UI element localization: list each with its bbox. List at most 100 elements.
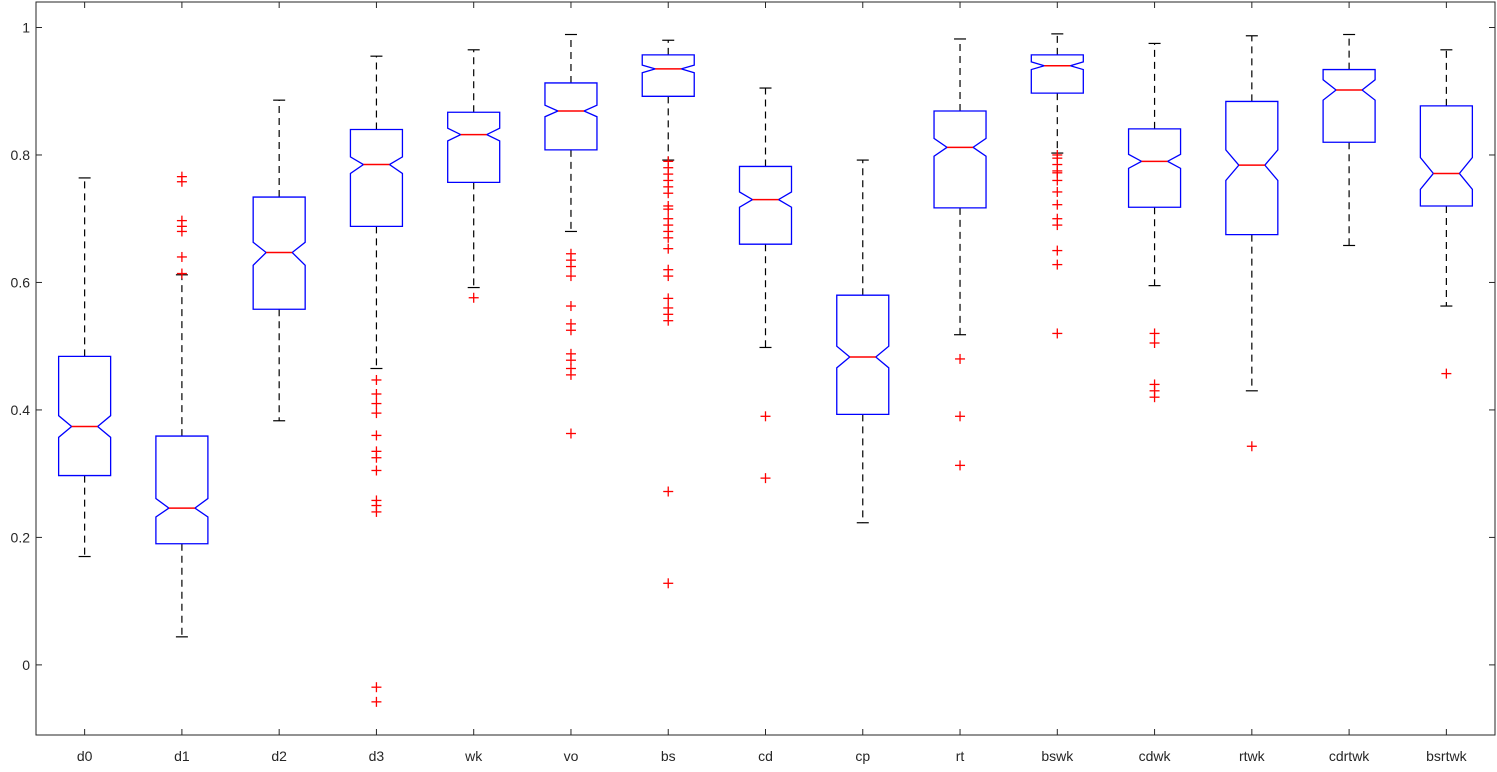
- notched-box: [1322, 68, 1376, 143]
- outlier-marker: [760, 411, 771, 422]
- outlier-marker: [565, 301, 576, 312]
- notched-box: [933, 110, 987, 209]
- x-tick-label: cd: [758, 748, 773, 764]
- boxes-layer: [57, 33, 1474, 707]
- x-tick-label: bsrtwk: [1426, 748, 1467, 764]
- outlier-marker: [1052, 186, 1063, 197]
- notched-box: [155, 435, 209, 545]
- box-bsrtwk: [1419, 49, 1474, 379]
- box-d2: [252, 99, 306, 422]
- x-axis: d0 d1 d2 d3 wk vo bs cd cp rt bswk cdwk rtwk cdrtwk bs…: [77, 2, 1468, 764]
- notched-box: [1225, 100, 1279, 236]
- y-tick-label: 0.6: [11, 274, 31, 290]
- y-tick-label: 1: [22, 19, 30, 35]
- x-tick-label: cdwk: [1139, 748, 1172, 764]
- outlier-marker: [1441, 368, 1452, 379]
- notched-box: [544, 82, 598, 151]
- box-vo: [544, 33, 598, 439]
- outlier-marker: [663, 204, 674, 215]
- outlier-marker: [1052, 175, 1063, 186]
- x-tick-label: cdrtwk: [1329, 748, 1370, 764]
- notched-box: [738, 165, 793, 245]
- outlier-marker: [663, 578, 674, 589]
- box-d0: [57, 177, 112, 558]
- outlier-marker: [176, 268, 187, 279]
- outlier-marker: [371, 465, 382, 476]
- box-rt: [933, 38, 987, 471]
- y-tick-label: 0.8: [11, 147, 31, 163]
- outlier-marker: [955, 460, 966, 471]
- outlier-marker: [1052, 328, 1063, 339]
- box-cd: [738, 87, 793, 484]
- outlier-marker: [176, 251, 187, 262]
- notched-box: [57, 355, 112, 477]
- outlier-marker: [371, 696, 382, 707]
- x-tick-label: bs: [661, 748, 676, 764]
- outlier-marker: [1149, 338, 1160, 349]
- x-tick-label: d0: [77, 748, 93, 764]
- outlier-marker: [1052, 199, 1063, 210]
- x-tick-label: rtwk: [1239, 748, 1266, 764]
- notched-box: [641, 54, 695, 97]
- notched-box: [1419, 105, 1474, 207]
- outlier-marker: [955, 353, 966, 364]
- y-tick-label: 0.4: [11, 402, 31, 418]
- box-wk: [447, 49, 501, 303]
- outlier-marker: [663, 271, 674, 282]
- x-tick-label: d1: [174, 748, 190, 764]
- outlier-marker: [371, 374, 382, 385]
- notched-box: [1030, 54, 1084, 94]
- outlier-marker: [371, 398, 382, 409]
- outlier-marker: [468, 292, 479, 303]
- outlier-marker: [371, 682, 382, 693]
- outlier-marker: [663, 232, 674, 243]
- x-tick-label: d2: [271, 748, 287, 764]
- outlier-marker: [663, 243, 674, 254]
- x-tick-label: cp: [855, 748, 870, 764]
- notched-box: [1127, 128, 1182, 208]
- box-cdwk: [1127, 42, 1182, 403]
- outlier-marker: [371, 430, 382, 441]
- outlier-marker: [176, 171, 187, 182]
- x-tick-label: vo: [564, 748, 579, 764]
- outlier-marker: [663, 486, 674, 497]
- outlier-marker: [371, 506, 382, 517]
- outlier-marker: [371, 388, 382, 399]
- box-d1: [155, 171, 209, 638]
- outlier-marker: [565, 428, 576, 439]
- outlier-marker: [955, 411, 966, 422]
- outlier-marker: [1052, 245, 1063, 256]
- outlier-marker: [1149, 328, 1160, 339]
- outlier-marker: [565, 261, 576, 272]
- outlier-marker: [663, 293, 674, 304]
- box-d3: [349, 55, 404, 707]
- x-tick-label: bswk: [1041, 748, 1074, 764]
- outlier-marker: [176, 215, 187, 226]
- outlier-marker: [565, 271, 576, 282]
- notched-box: [836, 294, 890, 416]
- outlier-marker: [663, 315, 674, 326]
- box-rtwk: [1225, 35, 1279, 452]
- box-cp: [836, 159, 890, 524]
- box-bs: [641, 39, 695, 589]
- outlier-marker: [1246, 441, 1257, 452]
- outlier-marker: [1052, 259, 1063, 270]
- y-tick-label: 0.2: [11, 529, 31, 545]
- x-tick-label: wk: [464, 748, 483, 764]
- outlier-marker: [1149, 392, 1160, 403]
- box-cdrtwk: [1322, 33, 1376, 247]
- outlier-marker: [371, 408, 382, 419]
- outlier-marker: [565, 325, 576, 336]
- y-axis: 0 0.2 0.4 0.6 0.8 1: [11, 19, 1495, 673]
- notched-box: [252, 196, 306, 310]
- notched-box: [447, 111, 501, 184]
- outlier-marker: [565, 369, 576, 380]
- outlier-marker: [1052, 220, 1063, 231]
- outlier-marker: [760, 473, 771, 484]
- y-tick-label: 0: [22, 657, 30, 673]
- x-tick-label: d3: [369, 748, 385, 764]
- box-bswk: [1030, 33, 1084, 339]
- outlier-marker: [663, 188, 674, 199]
